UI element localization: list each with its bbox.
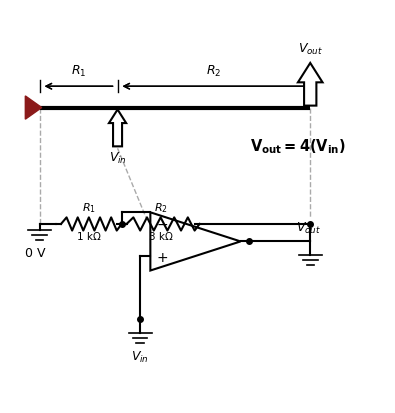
Text: $V_{out}$: $V_{out}$: [298, 42, 323, 57]
FancyArrow shape: [109, 109, 126, 146]
Text: 1 kΩ: 1 kΩ: [77, 232, 101, 242]
Text: 0 V: 0 V: [25, 247, 46, 260]
Text: $+$: $+$: [156, 251, 168, 265]
FancyArrow shape: [298, 63, 323, 106]
Text: $R_2$: $R_2$: [154, 202, 167, 216]
Text: 3 kΩ: 3 kΩ: [149, 232, 173, 242]
Text: $R_1$: $R_1$: [71, 64, 87, 79]
Polygon shape: [25, 96, 42, 119]
Text: $\mathbf{V_{out} = 4(V_{in})}$: $\mathbf{V_{out} = 4(V_{in})}$: [250, 137, 346, 156]
Text: $R_1$: $R_1$: [82, 202, 96, 216]
Text: $V_{in}$: $V_{in}$: [131, 350, 149, 365]
Text: $V_{out}$: $V_{out}$: [295, 221, 321, 235]
Text: $-$: $-$: [156, 217, 168, 231]
Text: $V_{in}$: $V_{in}$: [109, 151, 126, 166]
Text: $R_2$: $R_2$: [206, 64, 222, 79]
